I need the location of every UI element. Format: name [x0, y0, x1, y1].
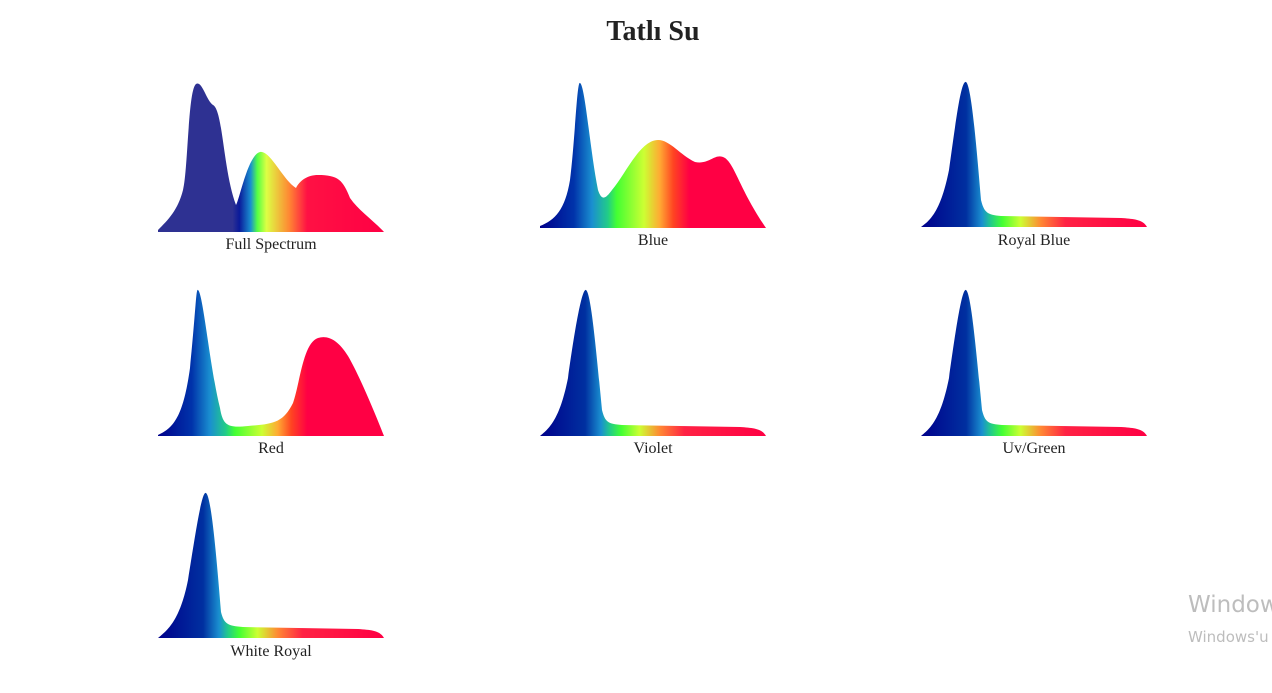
spectrum-card: Uv/Green — [921, 288, 1147, 468]
spectrum-shape — [540, 289, 766, 436]
spectrum-shape — [158, 289, 384, 436]
spectrum-shape — [921, 289, 1147, 436]
spectrum-label: Royal Blue — [997, 232, 1071, 249]
spectrum-label: White Royal — [230, 643, 312, 660]
spectrum-label: Full Spectrum — [225, 236, 317, 253]
spectrum-shape — [158, 492, 384, 638]
page-title: Tatlı Su — [606, 16, 700, 47]
spectrum-card: Blue — [540, 80, 766, 260]
watermark-subtitle: Windows'u etkinleştirmek için Ayarlar'a … — [1188, 628, 1272, 646]
spectrum-label: Uv/Green — [1002, 440, 1066, 457]
spectrum-shape — [921, 81, 1147, 227]
spectrum-label: Red — [258, 440, 284, 457]
spectrum-card: Red — [158, 288, 384, 468]
spectrum-shape — [158, 83, 384, 232]
spectrum-card: Violet — [540, 288, 766, 468]
spectrum-label: Violet — [633, 440, 673, 457]
spectrum-label: Blue — [637, 232, 669, 249]
spectrum-card: Full Spectrum — [158, 80, 384, 260]
spectrum-card: White Royal — [158, 490, 384, 670]
activation-watermark: Windows'u Etkinleştir Windows'u etkinleş… — [1188, 592, 1272, 652]
spectrum-card: Royal Blue — [921, 80, 1147, 260]
spectrum-shape — [540, 82, 766, 228]
watermark-title: Windows'u Etkinleştir — [1188, 592, 1272, 618]
